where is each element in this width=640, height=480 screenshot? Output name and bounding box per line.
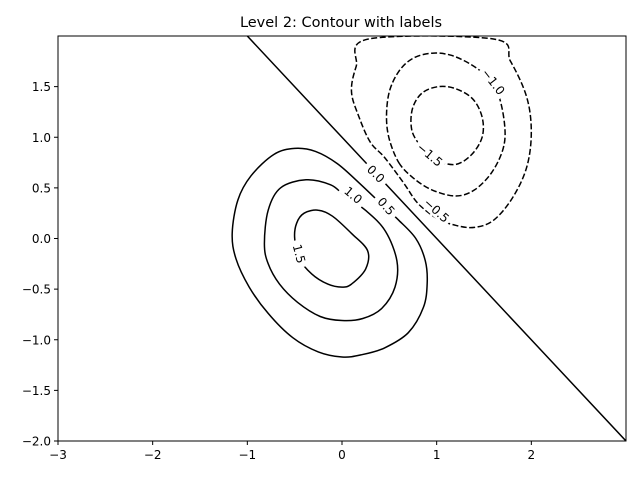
plot-frame: [57, 35, 627, 442]
x-tick-label: 2: [528, 448, 536, 462]
contour-label-background: [412, 137, 448, 172]
contour-label-background: [477, 63, 510, 100]
contour-lines: [231, 36, 626, 441]
contour-label-background: [419, 193, 455, 228]
x-tick-label: −3: [49, 448, 67, 462]
contour-line-neg0-5: [350, 36, 533, 229]
x-tick-label: 1: [433, 448, 441, 462]
contour-label-text: 1.5: [290, 243, 308, 265]
y-tick-label: 1.0: [32, 131, 51, 145]
contour-labels: 1.51.0 0.50.0−0.5−1.0−1.5: [289, 63, 510, 269]
contour-label-background: [338, 180, 369, 210]
y-tick-label: −1.5: [22, 384, 51, 398]
y-axis: −2.0 −1.5 −1.0 −0.5 0.0 0.5 1.0 1.5: [22, 80, 58, 449]
contour-line-0: [246, 36, 626, 441]
contour-label: 1.0: [338, 180, 369, 210]
y-tick-label: −2.0: [22, 435, 51, 449]
contour-label-background: [361, 158, 391, 189]
contour-line-1: [263, 179, 399, 322]
contour-label-background: [372, 191, 401, 222]
x-tick-label: −2: [144, 448, 162, 462]
y-tick-label: 0.5: [32, 181, 51, 195]
contour-label: −1.5: [412, 137, 448, 172]
x-tick-label: 0: [338, 448, 346, 462]
y-tick-label: 1.5: [32, 80, 51, 94]
contour-line-neg1-5: [410, 85, 485, 166]
x-tick-label: −1: [238, 448, 256, 462]
x-axis: −3 −2 −1 0 1 2: [49, 441, 535, 462]
chart-title: Level 2: Contour with labels: [240, 15, 442, 31]
contour-line-1-5: [293, 209, 370, 288]
y-tick-label: −0.5: [22, 283, 51, 297]
y-tick-label: 0.0: [32, 232, 51, 246]
contour-label: −0.5: [419, 193, 455, 228]
contour-line-0-5: [231, 147, 429, 358]
contour-label: −1.0: [477, 63, 510, 100]
contour-label: 1.5: [289, 238, 310, 269]
y-tick-label: −1.0: [22, 333, 51, 347]
contour-label-background: [289, 238, 310, 269]
